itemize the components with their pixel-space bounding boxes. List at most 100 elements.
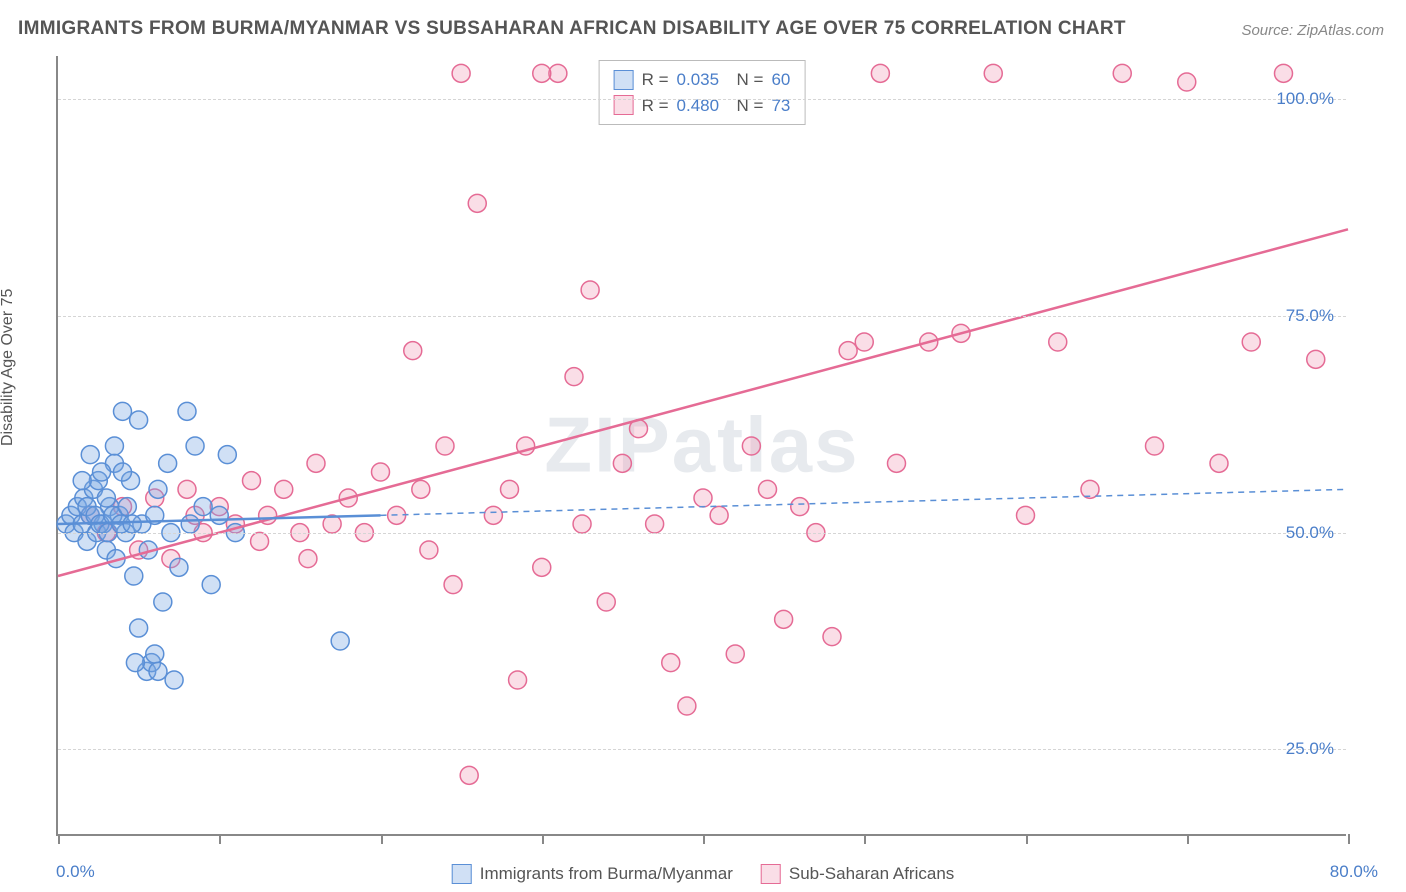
scatter-point: [1275, 64, 1293, 82]
scatter-point: [243, 472, 261, 490]
scatter-point: [412, 480, 430, 498]
y-axis-title: Disability Age Over 75: [0, 289, 17, 446]
scatter-point: [1049, 333, 1067, 351]
plot-area: ZIPatlas R = 0.035 N = 60 R = 0.480 N = …: [56, 56, 1346, 836]
trend-line-pink: [58, 229, 1348, 576]
scatter-point: [1178, 73, 1196, 91]
scatter-point: [1113, 64, 1131, 82]
scatter-point: [186, 437, 204, 455]
scatter-point: [581, 281, 599, 299]
x-tick: [58, 834, 60, 844]
scatter-point: [181, 515, 199, 533]
scatter-point: [73, 472, 91, 490]
gridline: [58, 316, 1346, 317]
y-tick-label: 100.0%: [1276, 89, 1334, 109]
scatter-point: [710, 506, 728, 524]
x-tick: [1026, 834, 1028, 844]
scatter-point: [331, 632, 349, 650]
scatter-point: [97, 489, 115, 507]
scatter-point: [871, 64, 889, 82]
scatter-point: [93, 463, 111, 481]
x-tick: [381, 834, 383, 844]
trend-line-blue-dashed: [381, 489, 1349, 515]
chart-title: IMMIGRANTS FROM BURMA/MYANMAR VS SUBSAHA…: [18, 18, 1126, 40]
gridline: [58, 533, 1346, 534]
scatter-point: [1307, 350, 1325, 368]
scatter-point: [533, 64, 551, 82]
scatter-point: [202, 576, 220, 594]
scatter-point: [194, 498, 212, 516]
scatter-point: [123, 515, 141, 533]
scatter-point: [646, 515, 664, 533]
legend-item-blue: Immigrants from Burma/Myanmar: [452, 864, 733, 884]
scatter-point: [791, 498, 809, 516]
scatter-point: [149, 662, 167, 680]
legend-label: Immigrants from Burma/Myanmar: [480, 864, 733, 884]
scatter-point: [372, 463, 390, 481]
blue-swatch-icon: [452, 864, 472, 884]
scatter-point: [509, 671, 527, 689]
scatter-point: [420, 541, 438, 559]
scatter-point: [149, 480, 167, 498]
scatter-point: [275, 480, 293, 498]
scatter-point: [759, 480, 777, 498]
scatter-point: [613, 454, 631, 472]
scatter-point: [178, 402, 196, 420]
x-tick: [703, 834, 705, 844]
x-tick: [219, 834, 221, 844]
scatter-point: [662, 654, 680, 672]
scatter-point: [565, 368, 583, 386]
scatter-point: [452, 64, 470, 82]
scatter-point: [533, 558, 551, 576]
scatter-point: [888, 454, 906, 472]
gridline: [58, 99, 1346, 100]
y-tick-label: 25.0%: [1286, 739, 1334, 759]
scatter-point: [154, 593, 172, 611]
scatter-point: [159, 454, 177, 472]
scatter-point: [251, 532, 269, 550]
source-attribution: Source: ZipAtlas.com: [1241, 22, 1384, 39]
scatter-point: [823, 628, 841, 646]
scatter-point: [105, 437, 123, 455]
scatter-point: [178, 480, 196, 498]
scatter-point: [742, 437, 760, 455]
x-tick: [1187, 834, 1189, 844]
scatter-point: [775, 610, 793, 628]
pink-swatch-icon: [761, 864, 781, 884]
scatter-point: [678, 697, 696, 715]
y-tick-label: 50.0%: [1286, 523, 1334, 543]
scatter-point: [126, 654, 144, 672]
scatter-point: [210, 506, 228, 524]
scatter-point: [165, 671, 183, 689]
scatter-point: [114, 463, 132, 481]
scatter-point: [444, 576, 462, 594]
scatter-point: [1210, 454, 1228, 472]
scatter-point: [855, 333, 873, 351]
scatter-point: [1017, 506, 1035, 524]
bottom-legend: Immigrants from Burma/Myanmar Sub-Sahara…: [452, 864, 955, 884]
scatter-point: [125, 567, 143, 585]
gridline: [58, 749, 1346, 750]
legend-item-pink: Sub-Saharan Africans: [761, 864, 954, 884]
scatter-point: [299, 550, 317, 568]
scatter-point: [130, 411, 148, 429]
scatter-point: [130, 619, 148, 637]
legend-label: Sub-Saharan Africans: [789, 864, 954, 884]
scatter-point: [549, 64, 567, 82]
x-axis-min-label: 0.0%: [56, 862, 95, 882]
scatter-point: [218, 446, 236, 464]
x-tick: [542, 834, 544, 844]
scatter-point: [460, 766, 478, 784]
scatter-point: [118, 498, 136, 516]
scatter-point: [501, 480, 519, 498]
scatter-point: [307, 454, 325, 472]
scatter-point: [170, 558, 188, 576]
scatter-point: [146, 645, 164, 663]
scatter-point: [1242, 333, 1260, 351]
scatter-point: [694, 489, 712, 507]
scatter-point: [468, 194, 486, 212]
scatter-svg: [58, 56, 1346, 834]
x-tick: [1348, 834, 1350, 844]
scatter-point: [114, 402, 132, 420]
scatter-point: [984, 64, 1002, 82]
